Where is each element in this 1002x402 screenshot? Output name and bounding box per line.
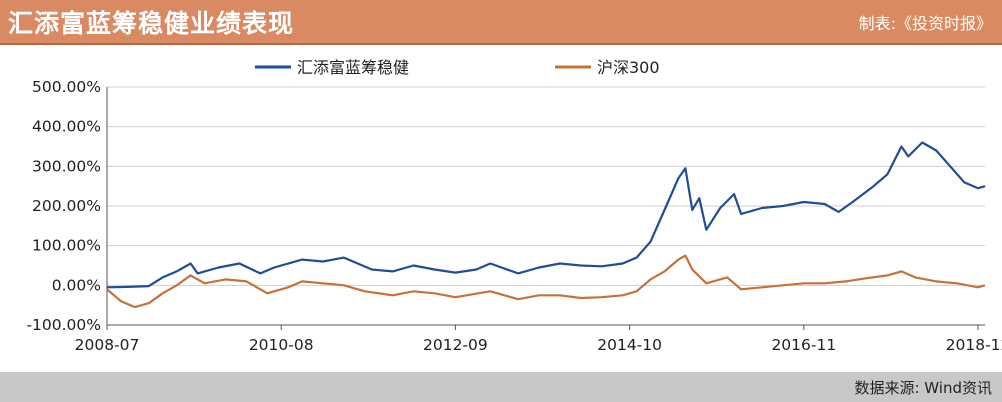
header-divider: [0, 43, 1002, 45]
y-tick-label: 300.00%: [32, 157, 101, 175]
x-tick-label: 2016-11: [771, 336, 836, 354]
x-tick-label: 2014-10: [597, 336, 662, 354]
y-tick-label: -100.00%: [26, 316, 101, 334]
y-tick-label: 0.00%: [52, 276, 101, 294]
chart-title: 汇添富蓝筹稳健业绩表现: [8, 9, 295, 38]
footer-bar: 数据来源: Wind资讯: [0, 372, 1002, 402]
credit-label: 制表:《投资时报》: [858, 14, 992, 33]
x-tick-label: 2008-07: [75, 336, 140, 354]
y-tick-label: 100.00%: [32, 237, 101, 255]
x-tick-label: 2010-08: [249, 336, 314, 354]
legend-label-1: 沪深300: [597, 58, 660, 77]
y-tick-label: 500.00%: [32, 78, 101, 96]
source-label: 数据来源: Wind资讯: [854, 379, 992, 397]
legend-label-0: 汇添富蓝筹稳健: [297, 58, 409, 77]
series-line-1: [106, 254, 986, 309]
y-tick-label: 200.00%: [32, 197, 101, 215]
x-tick-label: 2018-12: [946, 336, 1002, 354]
line-chart: -100.00% 0.00% 100.00% 200.00% 300.00% 400.00…: [26, 58, 1002, 354]
y-tick-label: 400.00%: [32, 118, 101, 136]
header-bar: 汇添富蓝筹稳健业绩表现 制表:《投资时报》: [0, 0, 1002, 43]
x-tick-label: 2012-09: [423, 336, 488, 354]
series-line-0: [106, 141, 986, 289]
